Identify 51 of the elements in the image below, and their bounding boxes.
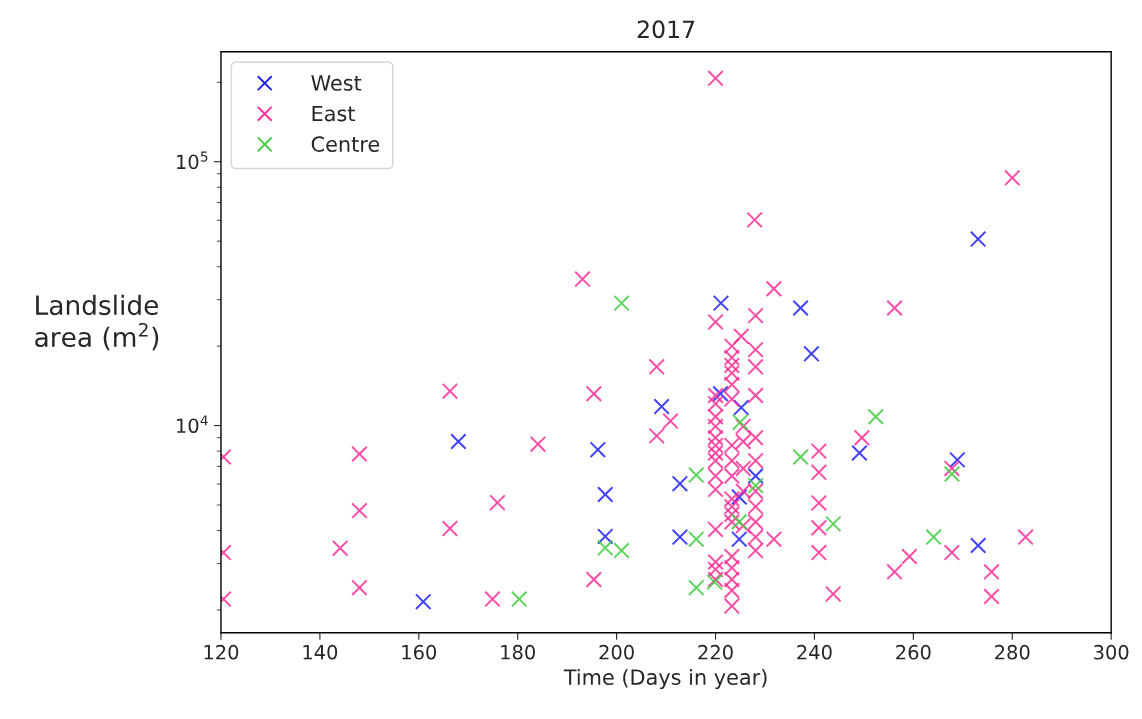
- chart-title: 2017: [637, 20, 695, 39]
- point: [731, 530, 748, 548]
- point: [712, 385, 729, 402]
- point: [596, 486, 614, 503]
- point: [969, 230, 987, 248]
- x-tick-label: 280: [995, 644, 1030, 660]
- y-tick-label: 10$^{5}$: [177, 151, 208, 170]
- x-tick-label: 140: [303, 644, 338, 660]
- x-tick-label: 180: [501, 644, 535, 660]
- point: [732, 413, 749, 431]
- point: [792, 448, 809, 466]
- y-tick-label: 10$^{4}$: [177, 415, 208, 434]
- legend-label: West: [311, 75, 362, 91]
- x-tick-label: 220: [698, 644, 733, 660]
- point: [747, 477, 764, 494]
- x-tick-label: 200: [599, 644, 634, 660]
- point: [589, 441, 607, 458]
- point: [949, 451, 966, 469]
- point: [687, 530, 705, 548]
- point: [731, 513, 748, 530]
- point: [731, 488, 748, 506]
- point: [867, 408, 885, 425]
- point: [596, 528, 614, 545]
- point: [671, 528, 689, 546]
- legend-label: East: [312, 105, 356, 122]
- point: [414, 593, 432, 610]
- x-axis-title: Time (Days in year): [563, 668, 767, 690]
- point: [969, 537, 987, 554]
- point: [851, 444, 868, 462]
- point: [732, 399, 750, 416]
- legend-label: Centre: [311, 136, 380, 152]
- point: [653, 398, 670, 415]
- point: [510, 590, 528, 608]
- point: [687, 466, 705, 484]
- point: [925, 528, 942, 546]
- point: [824, 515, 842, 533]
- x-tick-label: 120: [204, 644, 239, 660]
- point: [712, 294, 730, 312]
- point: [792, 299, 809, 317]
- point: [943, 465, 961, 483]
- point: [671, 475, 689, 492]
- x-tick-label: 300: [1094, 644, 1129, 660]
- x-tick-label: 240: [797, 644, 832, 660]
- y-axis-title: Landslide area (m$^{2}$): [35, 294, 159, 351]
- point: [687, 579, 705, 596]
- x-tick-label: 160: [402, 644, 437, 660]
- point: [803, 345, 820, 363]
- point: [613, 294, 630, 312]
- point: [450, 433, 467, 450]
- point: [747, 467, 764, 485]
- x-tick-label: 260: [896, 644, 931, 660]
